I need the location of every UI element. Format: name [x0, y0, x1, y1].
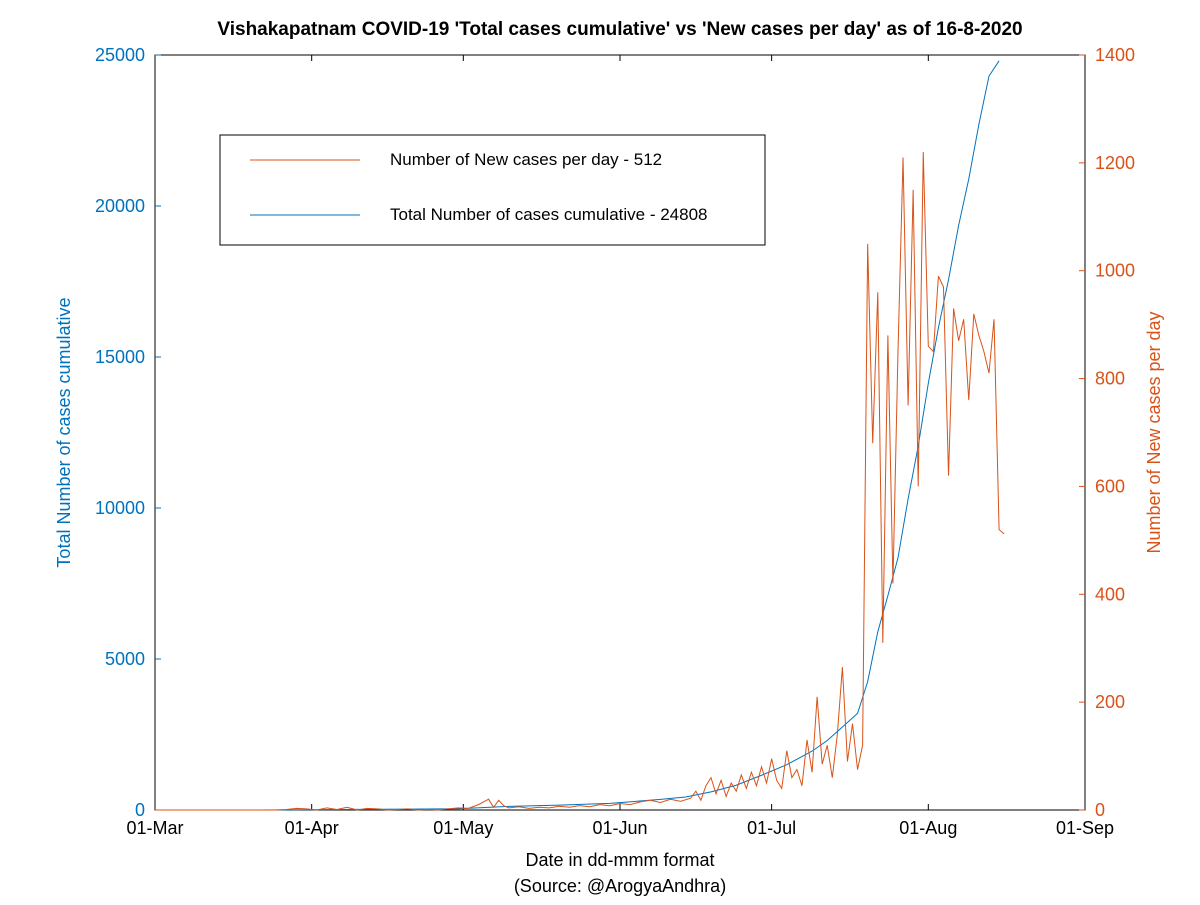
source-label: (Source: @ArogyaAndhra) — [514, 876, 726, 896]
x-tick-label: 01-Sep — [1056, 818, 1114, 838]
y2-tick-label: 800 — [1095, 369, 1125, 389]
x-tick-label: 01-Jul — [747, 818, 796, 838]
y2-tick-label: 600 — [1095, 476, 1125, 496]
x-tick-label: 01-Apr — [285, 818, 339, 838]
y2-tick-label: 400 — [1095, 584, 1125, 604]
y1-axis-label: Total Number of cases cumulative — [54, 297, 74, 567]
chart-title: Vishakapatnam COVID-19 'Total cases cumu… — [217, 19, 1022, 40]
series-newcases-line — [155, 152, 1004, 810]
x-tick-label: 01-May — [433, 818, 493, 838]
y2-axis-label: Number of New cases per day — [1144, 311, 1164, 553]
y2-tick-label: 1000 — [1095, 261, 1135, 281]
legend-label: Number of New cases per day - 512 — [390, 150, 662, 169]
y1-tick-label: 5000 — [105, 649, 145, 669]
y1-tick-label: 20000 — [95, 196, 145, 216]
y1-tick-label: 15000 — [95, 347, 145, 367]
x-tick-label: 01-Jun — [592, 818, 647, 838]
y1-tick-label: 0 — [135, 800, 145, 820]
x-tick-label: 01-Aug — [899, 818, 957, 838]
y2-tick-label: 1200 — [1095, 153, 1135, 173]
y1-tick-label: 10000 — [95, 498, 145, 518]
y2-tick-label: 200 — [1095, 692, 1125, 712]
x-axis-label: Date in dd-mmm format — [525, 850, 714, 870]
legend-label: Total Number of cases cumulative - 24808 — [390, 205, 708, 224]
chart-svg: Vishakapatnam COVID-19 'Total cases cumu… — [0, 0, 1200, 900]
y2-tick-label: 0 — [1095, 800, 1105, 820]
y2-tick-label: 1400 — [1095, 45, 1135, 65]
y1-tick-label: 25000 — [95, 45, 145, 65]
x-tick-label: 01-Mar — [126, 818, 183, 838]
chart-container: Vishakapatnam COVID-19 'Total cases cumu… — [0, 0, 1200, 900]
